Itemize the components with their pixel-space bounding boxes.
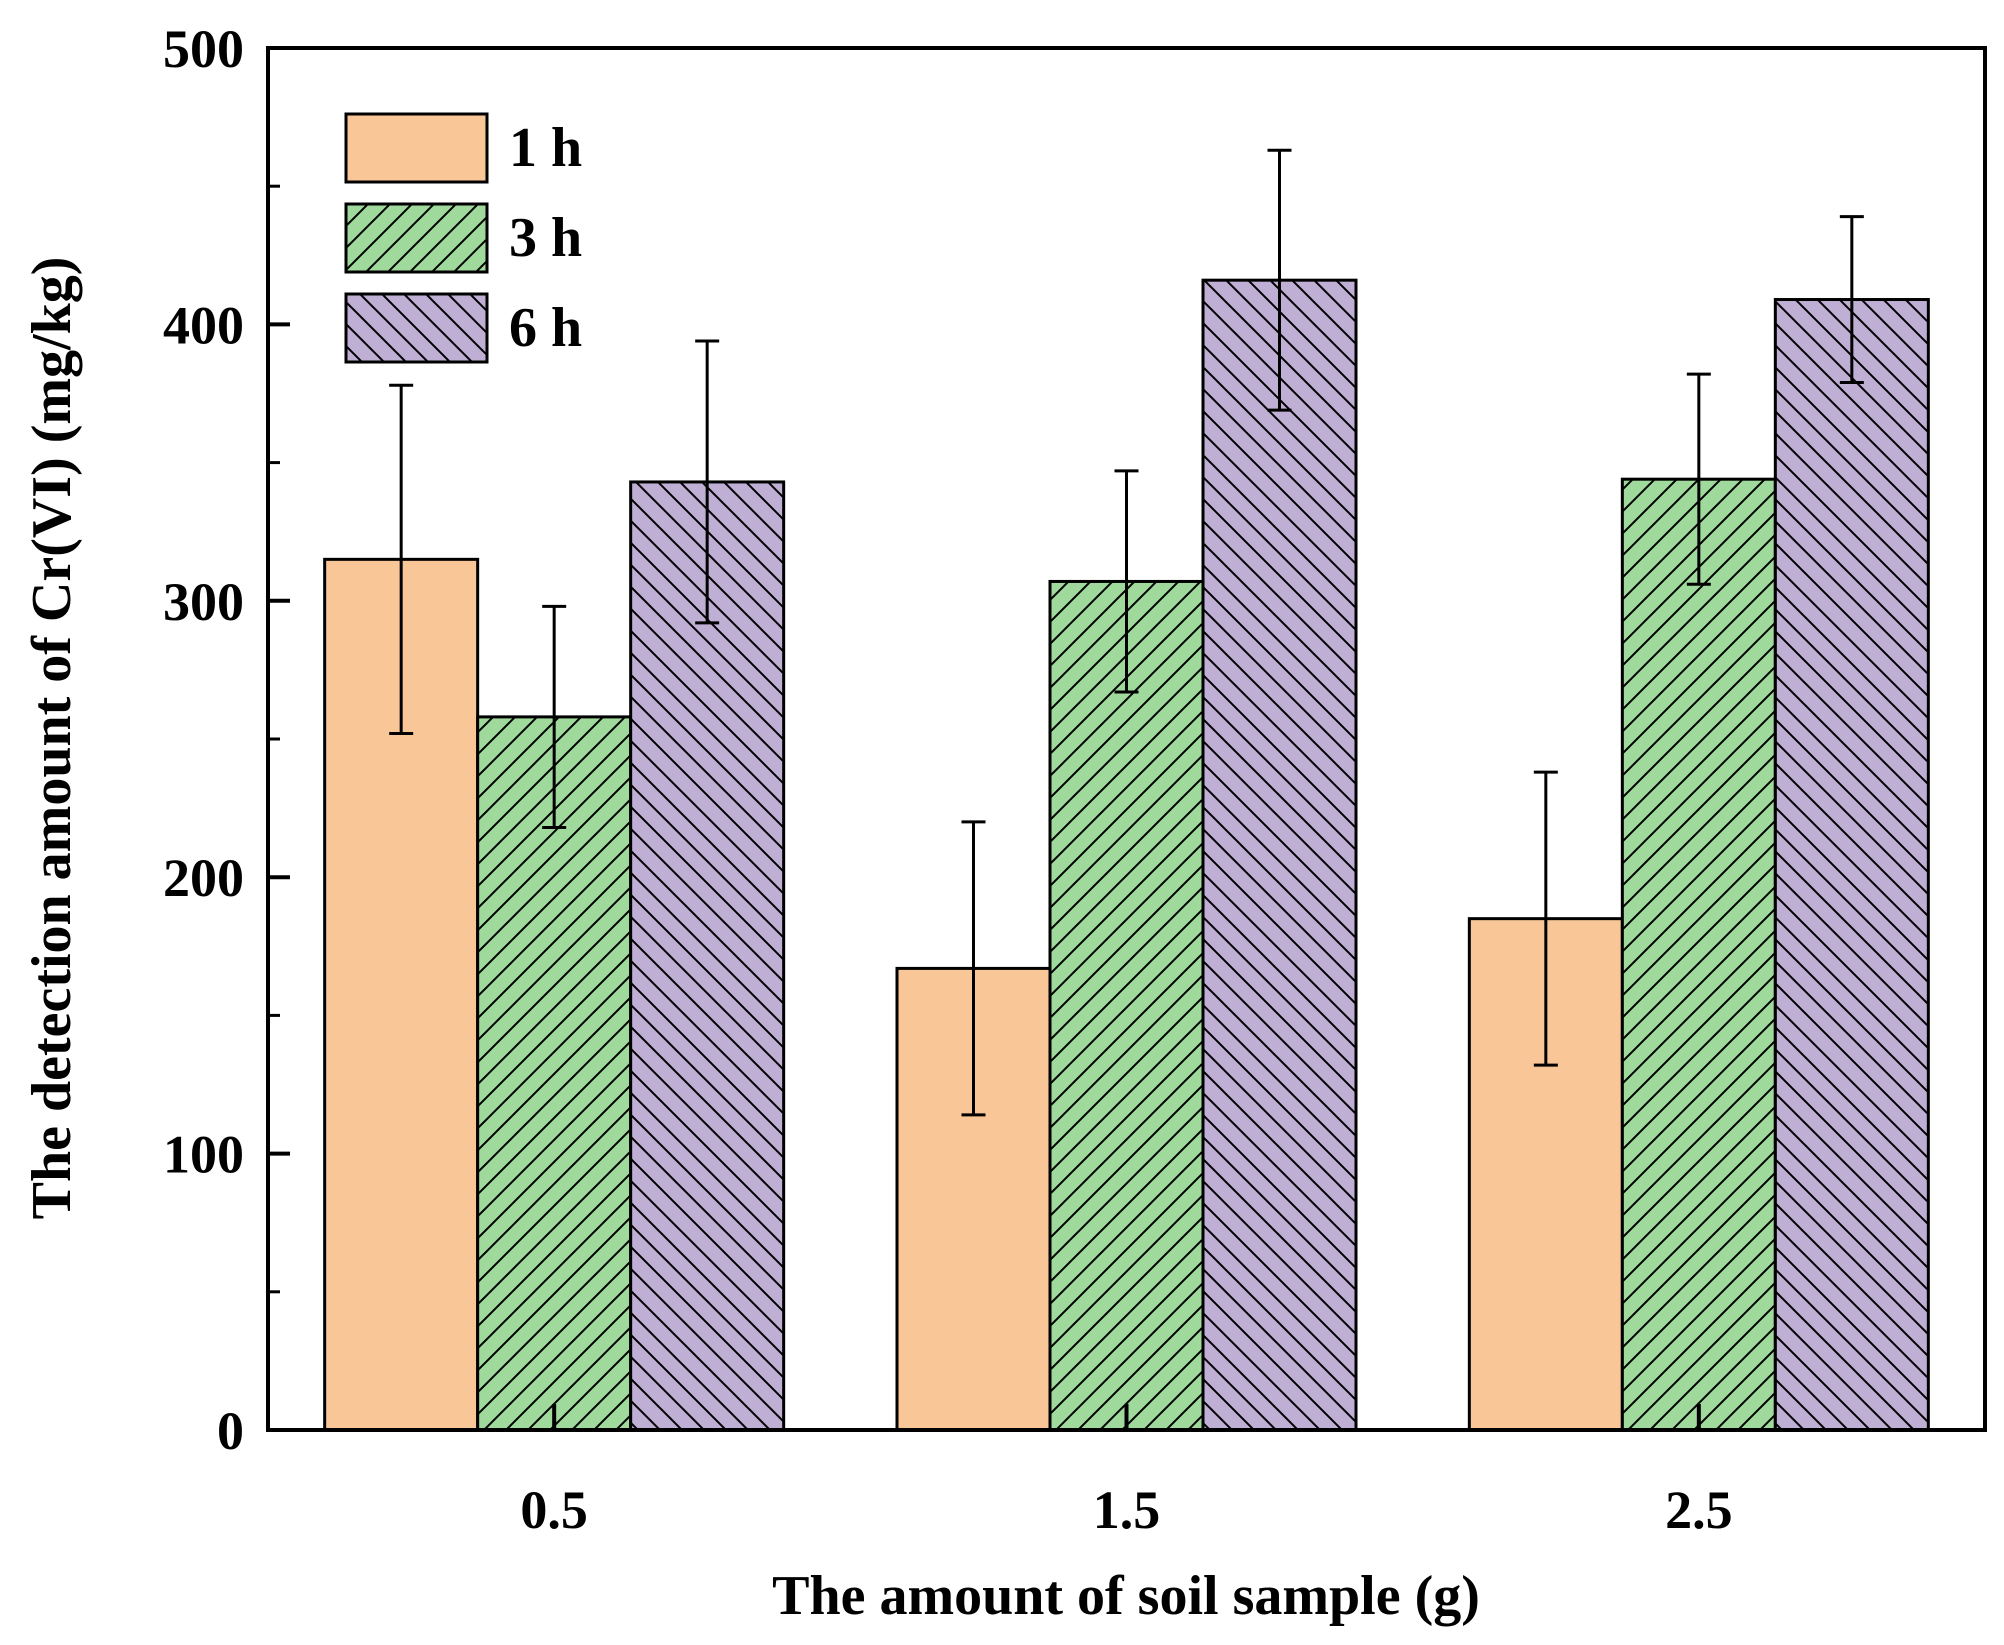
x-tick-label: 0.5 [520,1480,588,1540]
legend-swatch [344,112,489,184]
bar-3h-0.5 [476,715,633,1432]
bar-3h-2.5 [1620,477,1777,1432]
y-tick-label: 500 [163,19,244,79]
legend-item-1h: 1 h [344,112,582,184]
y-axis-label: The detection amount of Cr(VI) (mg/kg) [21,257,83,1220]
legend-swatch [344,292,489,364]
legend-item-6h: 6 h [344,292,582,364]
y-tick-label: 300 [163,572,244,632]
bar-6h-1.5 [1201,278,1358,1432]
error-bar-6h-1.5 [1267,148,1292,412]
legend-label: 6 h [509,297,582,359]
ticks-layer: 0.5 1.5 2.5 0 100 200 300 400 500 [163,19,1733,1540]
error-bar-1h-2.5 [1533,770,1558,1067]
legend-label: 1 h [509,117,582,179]
y-tick-label: 0 [217,1401,244,1461]
x-tick-label: 2.5 [1665,1480,1733,1540]
error-bar-6h-2.5 [1839,215,1864,384]
bar-3h-1.5 [1048,579,1205,1432]
y-tick-label: 100 [163,1125,244,1185]
legend-label: 3 h [509,207,582,269]
bars-layer [323,278,1930,1432]
y-tick-label: 200 [163,848,244,908]
y-tick-label: 400 [163,295,244,355]
x-tick-label: 1.5 [1093,1480,1161,1540]
error-bar-1h-1.5 [961,820,986,1117]
x-axis-label: The amount of soil sample (g) [772,1565,1480,1627]
error-bar-3h-0.5 [542,604,567,829]
error-bar-3h-2.5 [1686,372,1711,586]
legend-item-3h: 3 h [344,202,582,274]
error-bar-3h-1.5 [1114,469,1139,694]
error-bar-1h-0.5 [389,383,414,735]
error-bar-6h-0.5 [695,339,720,625]
error-bars-layer [389,148,1864,1117]
legend-swatch [344,202,489,274]
legend: 1 h 3 h 6 h [344,112,582,364]
bar-6h-2.5 [1773,298,1930,1432]
